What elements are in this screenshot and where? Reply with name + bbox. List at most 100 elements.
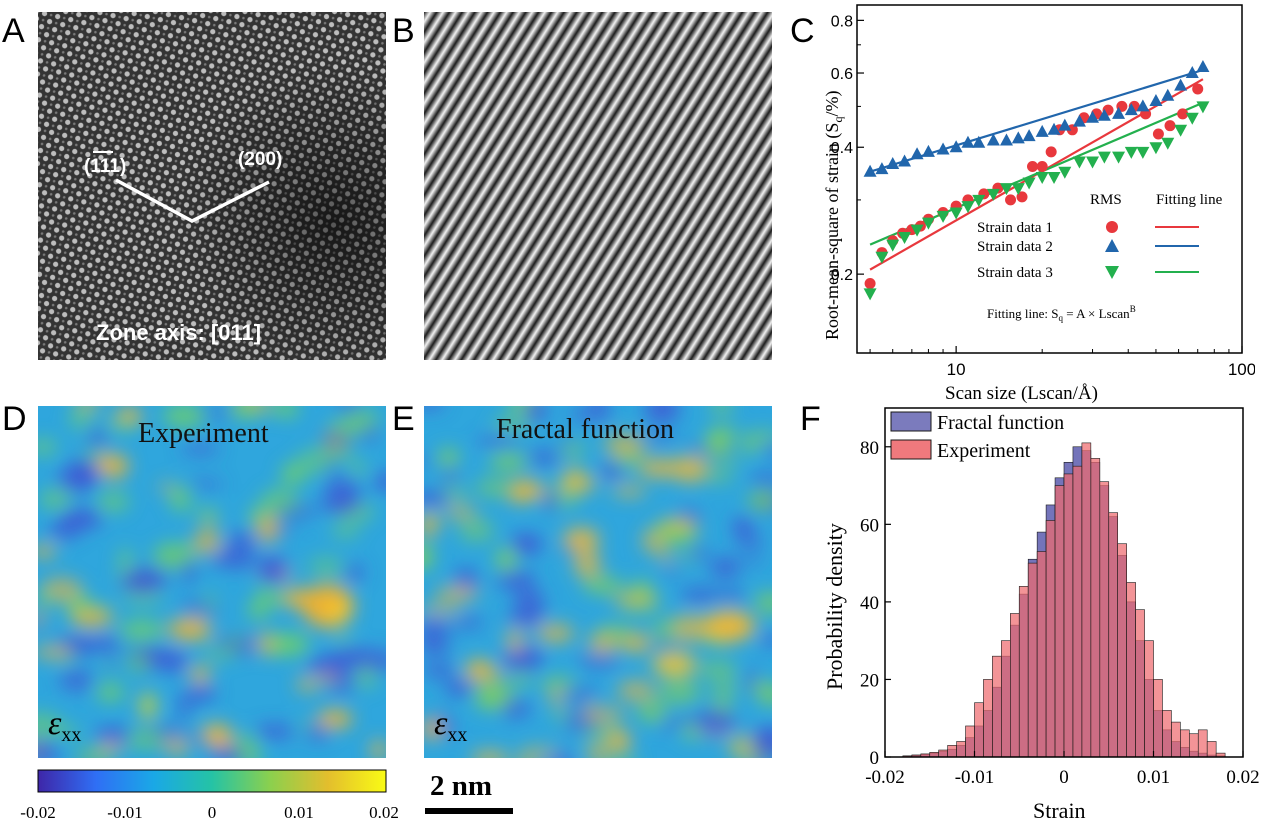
strain-region	[96, 683, 125, 702]
strain-region	[194, 529, 221, 554]
histogram-bar-experiment	[1018, 586, 1029, 758]
strain-region	[424, 406, 443, 410]
colorbar-tick: 0.01	[284, 803, 314, 822]
strain-region	[220, 544, 257, 570]
histogram-bar-experiment	[1162, 710, 1172, 758]
strain-region	[180, 442, 220, 456]
x-axis-label: Strain	[1033, 798, 1086, 823]
histogram-bar-experiment	[1090, 458, 1101, 758]
histogram-bar-experiment	[1081, 442, 1092, 758]
x-tick-label: 100	[1228, 360, 1255, 379]
plane-label-200: (200)	[238, 149, 282, 170]
strain-region	[747, 490, 772, 511]
legend-label-fractal: Fractal function	[937, 412, 1064, 434]
data-point-s3	[1196, 101, 1210, 114]
strain-region	[612, 595, 656, 604]
strain-region	[323, 477, 361, 494]
plane-angle-lines	[115, 178, 270, 223]
x-tick-label: -0.01	[955, 767, 995, 788]
strain-region	[176, 692, 193, 719]
strain-region	[424, 661, 455, 679]
data-point-s2	[1149, 93, 1163, 106]
strain-region	[308, 556, 345, 577]
data-point-s1	[1066, 124, 1078, 136]
strain-region	[329, 418, 367, 436]
data-point-s3	[886, 239, 900, 252]
strain-region	[103, 419, 140, 431]
data-point-s2	[1124, 103, 1138, 116]
strain-region	[257, 631, 274, 656]
strain-region	[635, 433, 679, 442]
strain-region	[38, 590, 52, 599]
strain-region	[168, 617, 212, 642]
data-point-s3	[1136, 146, 1150, 159]
strain-region	[500, 698, 531, 719]
strain-region	[603, 433, 647, 456]
strain-region	[514, 667, 529, 689]
strain-region	[196, 507, 218, 522]
data-point-s3	[1022, 177, 1036, 190]
data-point-s3	[1124, 146, 1138, 159]
data-point-s1	[1177, 108, 1189, 120]
strain-region	[639, 458, 680, 478]
data-point-s2	[1161, 88, 1175, 101]
strain-region	[693, 709, 736, 735]
panel-c-letter: C	[790, 12, 815, 50]
panel-f-letter: F	[800, 400, 821, 438]
y-tick-label: 80	[860, 438, 879, 459]
data-point-s2	[1086, 110, 1100, 123]
strain-region	[204, 646, 239, 660]
strain-region	[524, 450, 563, 465]
data-point-s3	[1072, 156, 1086, 169]
histogram-bar-experiment	[1063, 473, 1074, 758]
strain-region	[38, 610, 45, 626]
strain-region	[668, 614, 711, 642]
data-points	[863, 60, 1210, 301]
histogram-bar-experiment	[1153, 679, 1163, 758]
strain-hotspot	[703, 610, 755, 642]
strain-region	[121, 568, 165, 595]
panel-b-letter: B	[392, 12, 415, 50]
colorbar-tick: 0	[208, 803, 217, 822]
data-point-s1	[1016, 191, 1028, 203]
strain-region	[652, 526, 693, 537]
strain-region	[748, 680, 772, 692]
y-axis-label: Probability density	[822, 523, 847, 690]
x-axis-label: Scan size (Lscan/Å)	[945, 383, 1098, 404]
strain-region	[118, 547, 132, 575]
histogram-bar-experiment	[947, 745, 957, 758]
strain-region	[74, 748, 108, 758]
histogram-bar-experiment	[1036, 551, 1047, 758]
legend-marker-1	[1106, 221, 1118, 233]
y-tick-label: 0.4	[831, 140, 853, 157]
strain-region	[496, 547, 517, 572]
strain-region	[558, 687, 599, 700]
strain-region	[354, 666, 377, 689]
legend-series-1: Strain data 1	[977, 220, 1053, 236]
strain-region	[658, 678, 701, 705]
data-point-s2	[972, 135, 986, 148]
strain-region	[38, 740, 59, 758]
strain-region	[519, 746, 559, 758]
strain-region	[578, 653, 619, 668]
strain-region	[468, 669, 508, 679]
colorbar-tick: 0.02	[369, 803, 399, 822]
data-point-s2	[936, 142, 950, 155]
strain-region	[97, 491, 130, 512]
strain-region	[170, 485, 191, 513]
strain-region	[221, 749, 247, 758]
axis-ticks: 10 100 0.2 0.4 0.6 0.8	[831, 13, 1255, 379]
data-point-s2	[961, 135, 975, 148]
scalebar-label: 2 nm	[430, 770, 493, 802]
data-point-s3	[999, 183, 1013, 196]
data-point-s2	[886, 157, 900, 170]
data-point-s2	[949, 140, 963, 153]
colorbar-tick: -0.01	[107, 803, 142, 822]
histogram-bar-experiment	[1027, 562, 1038, 758]
legend-series-2: Strain data 2	[977, 239, 1053, 255]
histogram-bar-experiment	[1054, 485, 1065, 758]
strain-region	[680, 548, 695, 563]
data-point-s3	[949, 207, 963, 220]
zone-axis-label: Zone axis: [011]	[96, 320, 261, 345]
data-point-s2	[1136, 99, 1150, 112]
